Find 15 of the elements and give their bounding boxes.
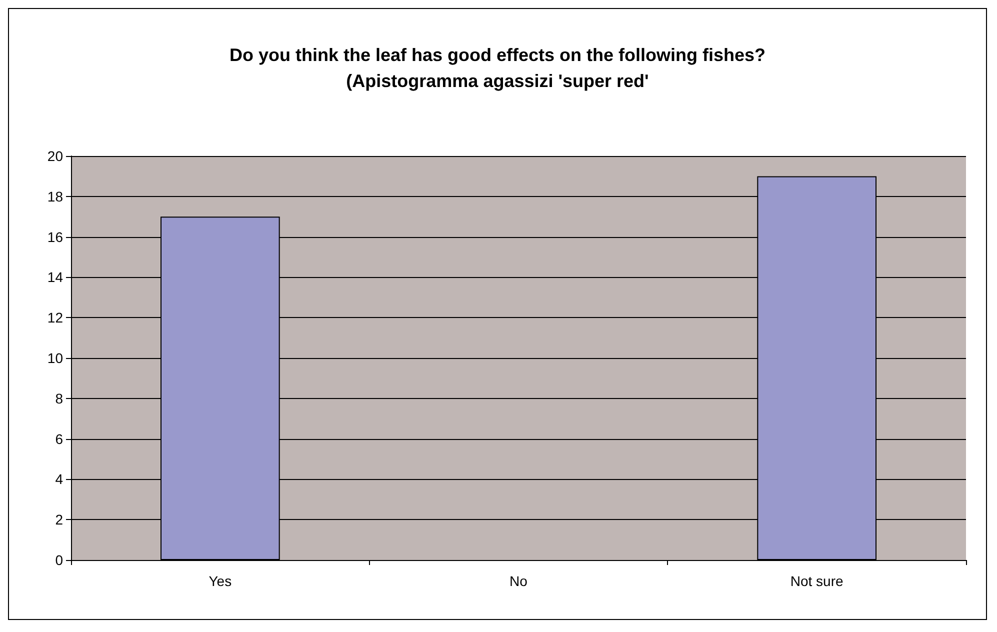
y-tick-label: 20 <box>47 148 64 164</box>
y-tick-label: 14 <box>47 269 64 286</box>
chart-title: Do you think the leaf has good effects on the following fishes?(Apistogramma agassizi 'super red' <box>229 45 766 91</box>
y-tick-label: 10 <box>47 350 64 366</box>
y-tick-label: 6 <box>55 430 64 447</box>
x-tick-label: Yes <box>208 573 232 589</box>
y-tick-label: 2 <box>55 512 64 528</box>
y-tick-label: 8 <box>55 390 64 406</box>
x-tick-label: No <box>510 573 528 589</box>
y-tick-label: 0 <box>55 552 64 568</box>
y-tick-label: 12 <box>47 310 64 326</box>
x-tick-label: Not sure <box>790 573 844 589</box>
y-tick-label: 18 <box>47 188 64 204</box>
y-tick-label: 4 <box>55 471 64 488</box>
y-tick-label: 16 <box>47 228 64 245</box>
